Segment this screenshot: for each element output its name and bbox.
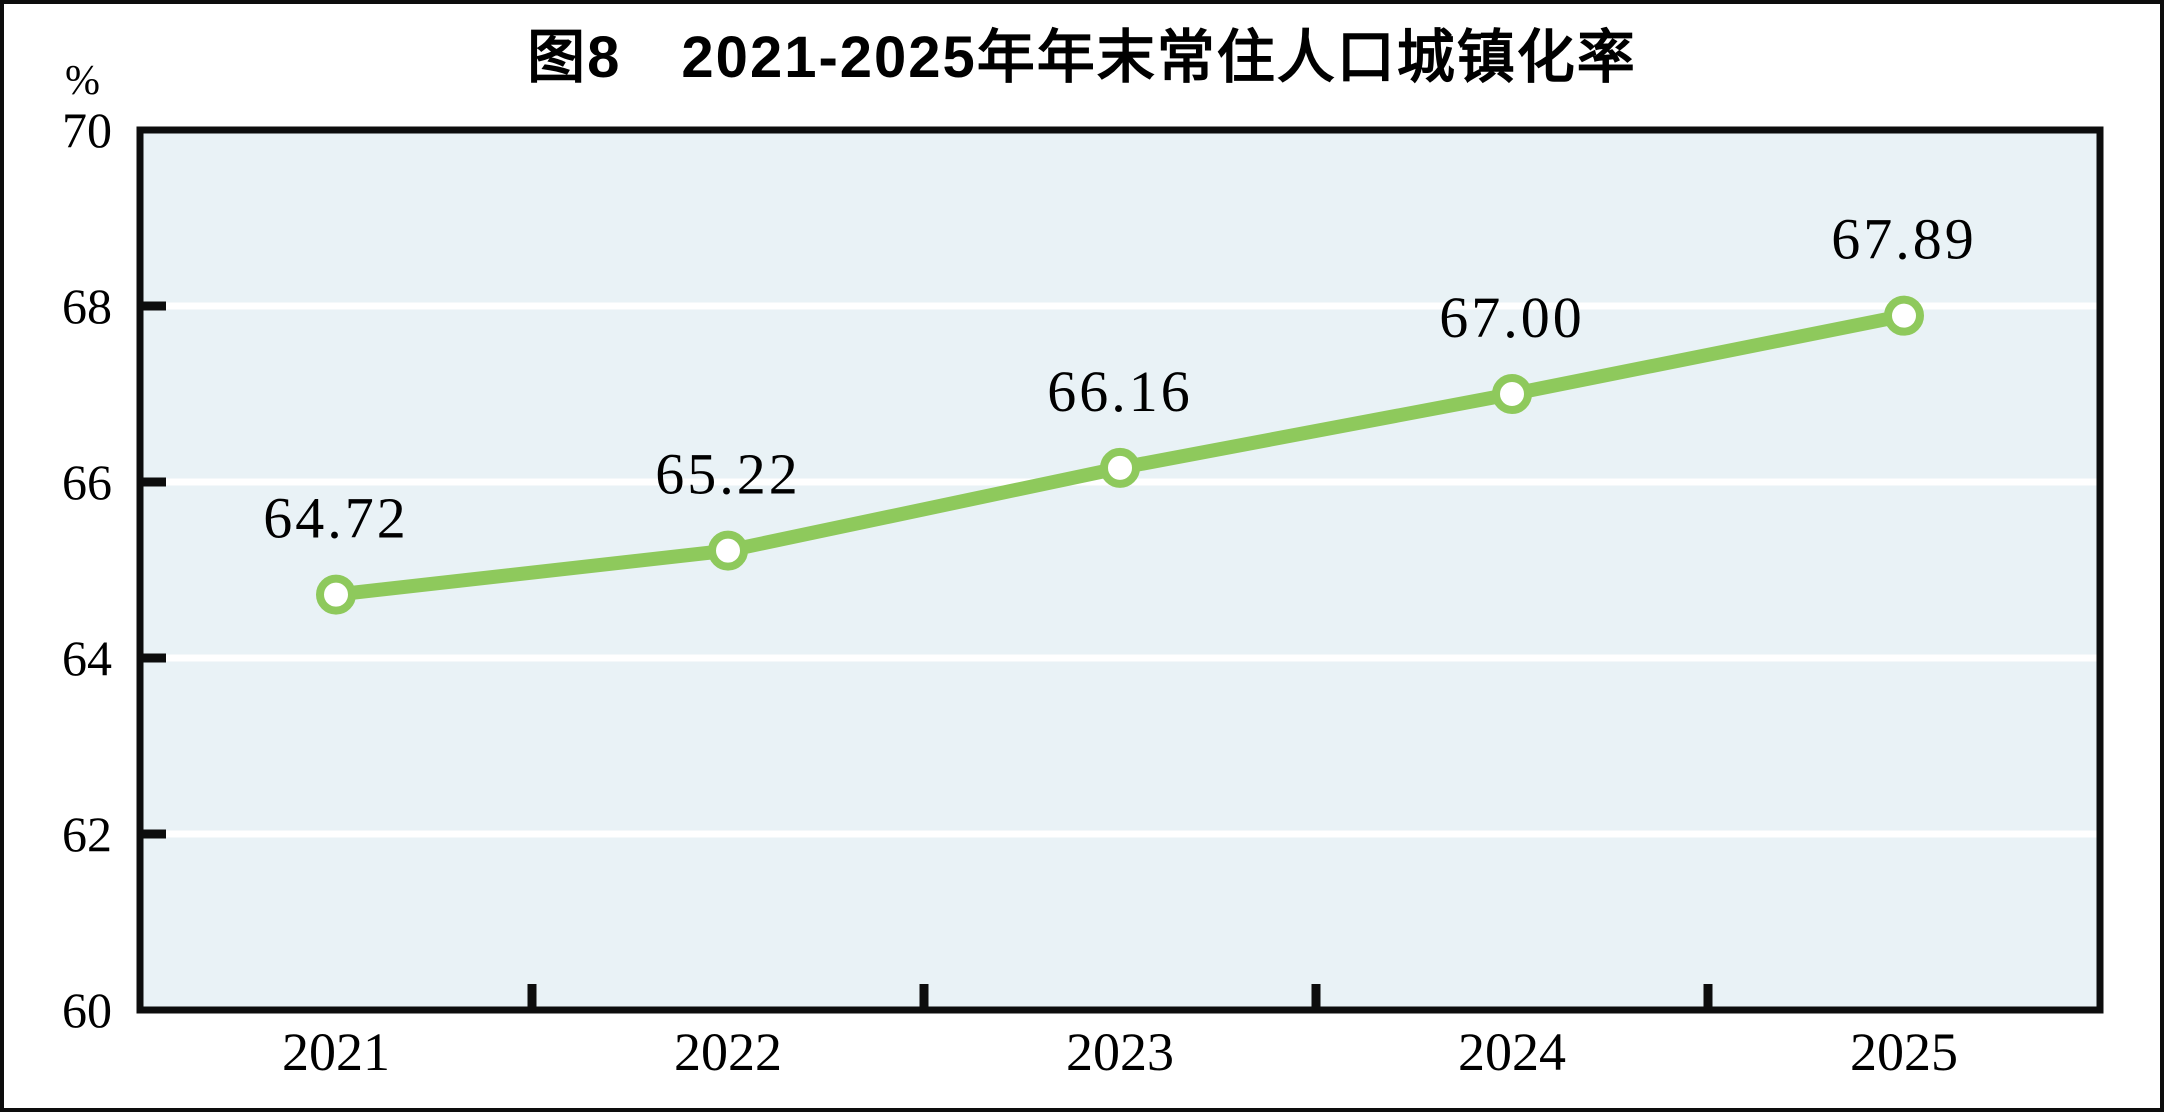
data-point-marker [1884,295,1924,336]
data-point-label: 64.72 [263,486,409,551]
y-axis-unit-label: % [65,58,100,104]
data-point-marker [1492,374,1532,414]
x-axis-tick-label: 2021 [282,1022,390,1082]
x-axis-tick-label: 2022 [674,1022,782,1082]
data-point-marker [316,574,356,615]
data-point-marker [708,530,748,571]
plot-border [136,126,2104,1014]
y-axis-tick-label: 70 [62,102,112,158]
data-point-label: 66.16 [1047,359,1193,424]
x-axis-tick-label: 2025 [1850,1022,1958,1082]
x-axis-tick-label: 2023 [1066,1022,1174,1082]
y-axis-tick-label: 66 [62,454,112,510]
y-axis-tick-label: 60 [62,982,112,1038]
x-axis-tick-label: 2024 [1458,1022,1566,1082]
data-point-label: 67.00 [1439,285,1585,350]
plot-area [140,130,2100,1010]
y-axis-tick-label: 64 [62,630,112,686]
data-point-label: 67.89 [1831,207,1977,272]
data-point-label: 65.22 [655,442,801,507]
data-point-marker [1100,447,1140,488]
y-axis-tick-label: 68 [62,278,112,334]
chart-title: 图8 2021-2025年年末常住人口城镇化率 [527,25,1637,90]
y-axis-tick-label: 62 [62,806,112,862]
